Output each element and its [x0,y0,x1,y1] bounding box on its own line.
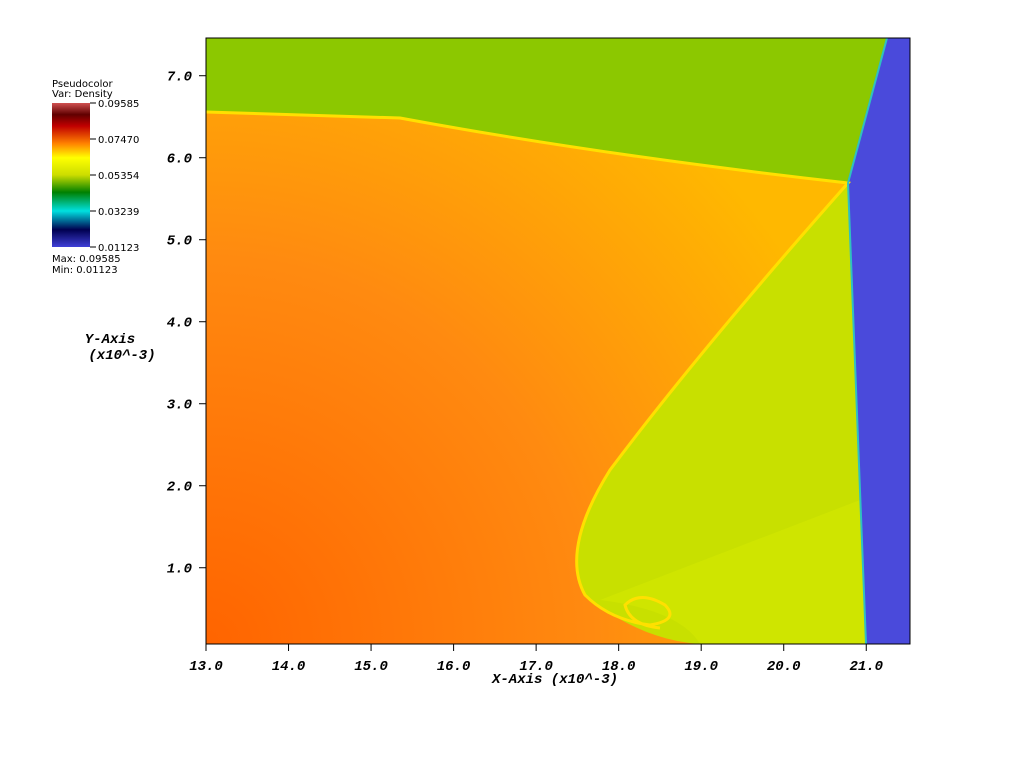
y-axis-title: Y-Axis [85,332,135,348]
y-tick-label: 5.0 [167,234,192,250]
plot-frame [205,37,911,645]
y-axis-units: (x10^-3) [88,348,155,364]
x-tick-label: 17.0 [519,659,553,675]
x-tick-label: 21.0 [849,659,883,675]
colorbar-tick-label: 0.05354 [98,171,139,182]
density-field [206,38,910,644]
legend-title: Pseudocolor [52,79,114,90]
x-tick-label: 16.0 [437,659,471,675]
legend-min: Min: 0.01123 [52,265,118,276]
legend-max: Max: 0.09585 [52,254,121,265]
colorbar [52,103,90,247]
x-tick-label: 18.0 [602,659,636,675]
y-tick-label: 2.0 [167,480,192,496]
colorbar-tick-label: 0.07470 [98,135,139,146]
y-tick-label: 3.0 [167,398,192,414]
x-tick-label: 15.0 [354,659,388,675]
colorbar-tick-label: 0.01123 [98,243,139,254]
y-tick-label: 4.0 [167,316,192,332]
colorbar-tick-label: 0.03239 [98,207,139,218]
x-tick-label: 20.0 [767,659,801,675]
y-tick-label: 6.0 [167,152,192,168]
x-axis-title: X-Axis (x10^-3) [491,672,618,688]
legend-variable: Var: Density [52,89,113,100]
y-tick-label: 7.0 [167,70,192,86]
x-tick-label: 14.0 [272,659,306,675]
y-tick-label: 1.0 [167,562,192,578]
x-tick-label: 19.0 [684,659,718,675]
x-tick-label: 13.0 [189,659,223,675]
colorbar-tick-label: 0.09585 [98,99,139,110]
